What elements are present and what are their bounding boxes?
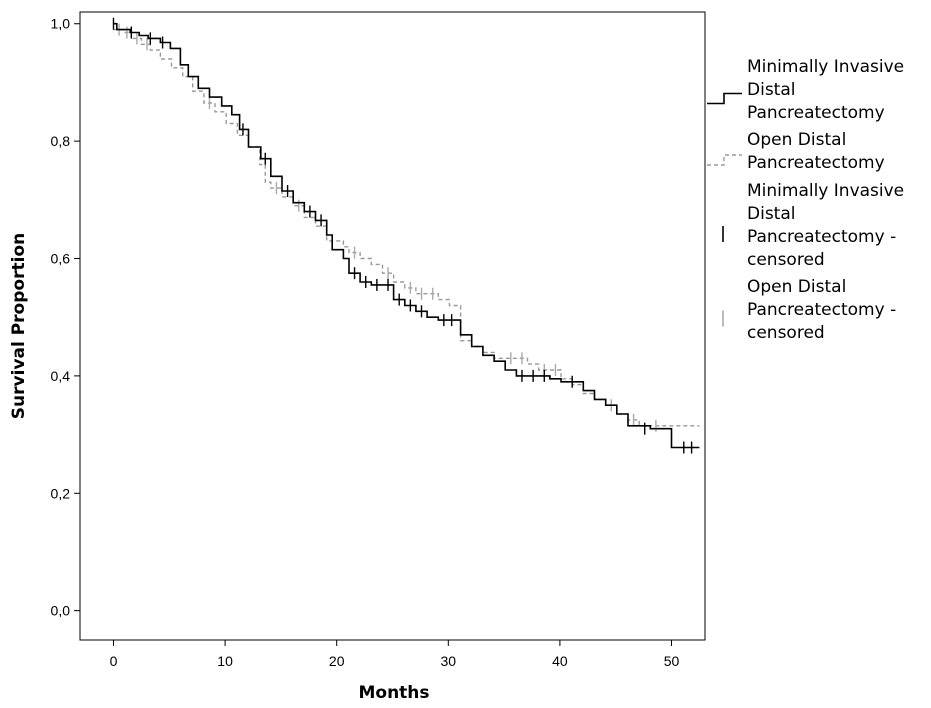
legend-label-line: Pancreatectomy	[747, 153, 885, 173]
legend-label-line: Pancreatectomy -	[747, 227, 896, 247]
y-tick-label: 0,4	[51, 368, 71, 384]
legend-label: Minimally Invasive Distal Pancreatectomy	[747, 57, 904, 123]
legend-label: Minimally Invasive Distal Pancreatectomy -…	[747, 181, 904, 270]
y-tick-label: 0,0	[51, 603, 71, 619]
x-tick-label: 0	[110, 653, 118, 669]
legend-label-line: Pancreatectomy	[747, 103, 885, 123]
y-tick-label: 0,6	[51, 251, 71, 267]
legend-symbol-solid	[707, 92, 742, 105]
legend-label-line: Minimally Invasive	[747, 181, 904, 201]
legend-label-line: Distal	[747, 204, 795, 224]
y-axis: 0,0 0,2 0,4 0,6 0,8 1,0	[51, 16, 80, 619]
x-axis: 0 10 20 30 40 50	[110, 640, 680, 669]
legend-label-line: censored	[747, 250, 825, 270]
y-tick-label: 0,2	[51, 485, 71, 501]
legend-label-line: Open Distal	[747, 277, 846, 297]
legend-item: Open Distal Pancreatectomy	[707, 130, 885, 173]
x-tick-label: 30	[441, 653, 457, 669]
survival-step-line	[113, 22, 700, 449]
x-tick-label: 40	[552, 653, 568, 669]
x-tick-label: 20	[329, 653, 345, 669]
plot-frame	[79, 11, 706, 641]
legend-label: Open Distal Pancreatectomy - censored	[747, 277, 896, 343]
y-axis-title: Survival Proportion	[9, 233, 29, 419]
x-tick-label: 10	[217, 653, 233, 669]
series-minimally-invasive	[112, 17, 700, 454]
legend-label-line: Pancreatectomy -	[747, 300, 896, 320]
legend: Minimally Invasive Distal PancreatectomyOp…	[707, 57, 904, 343]
series-open	[113, 23, 700, 432]
legend-label-line: censored	[747, 323, 825, 343]
x-tick-label: 50	[664, 653, 680, 669]
y-tick-label: 1,0	[51, 16, 71, 32]
x-axis-title: Months	[358, 683, 429, 703]
survival-step-line	[113, 28, 700, 427]
legend-item: Minimally Invasive Distal Pancreatectomy -…	[722, 181, 904, 270]
legend-label-line: Open Distal	[747, 130, 846, 150]
legend-label-line: Minimally Invasive	[747, 57, 904, 77]
legend-item: Minimally Invasive Distal Pancreatectomy	[707, 57, 904, 123]
legend-label: Open Distal Pancreatectomy	[747, 130, 885, 173]
legend-label-line: Distal	[747, 80, 795, 100]
legend-symbol-dashed	[707, 154, 742, 166]
legend-item: Open Distal Pancreatectomy - censored	[722, 277, 896, 343]
y-tick-label: 0,8	[51, 133, 71, 149]
series-layer	[112, 17, 700, 454]
